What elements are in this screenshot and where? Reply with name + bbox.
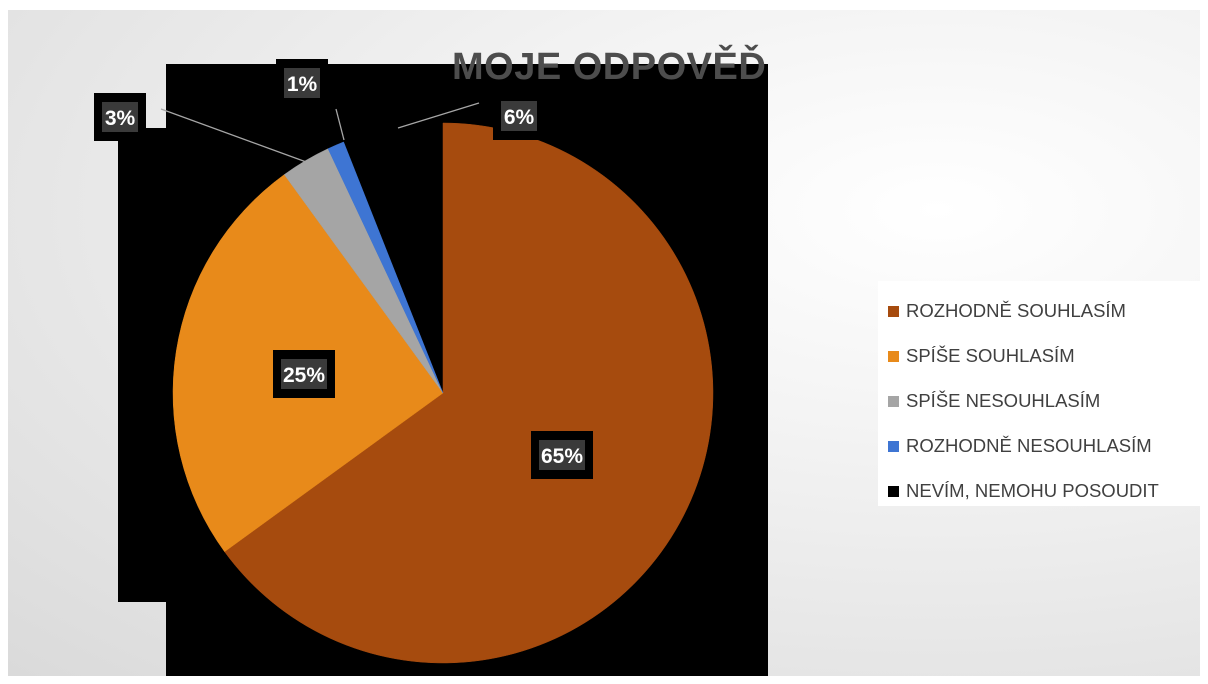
legend-swatch	[888, 350, 899, 362]
plot-background-block	[118, 128, 168, 602]
pie-chart: 65% 25% 3% 1% 6%	[94, 59, 768, 676]
data-label-bg	[102, 102, 138, 132]
data-label-spise-nesouhlasim: 3%	[105, 107, 136, 130]
legend-item-rozhodne-souhlasim: ROZHODNĚ SOUHLASÍM	[888, 299, 1126, 323]
leader-line	[397, 102, 480, 129]
data-label-nevim-nemohu-posoudit: 6%	[504, 106, 535, 129]
legend-swatch	[888, 440, 899, 452]
legend-label: ROZHODNĚ NESOUHLASÍM	[906, 435, 1152, 456]
leader-line	[160, 108, 310, 164]
data-label-rozhodne-nesouhlasim: 1%	[287, 73, 318, 96]
legend-label: SPÍŠE SOUHLASÍM	[906, 345, 1075, 366]
pie-slice-rozhodne-souhlasim	[224, 122, 714, 664]
legend-item-rozhodne-nesouhlasim: ROZHODNĚ NESOUHLASÍM	[888, 434, 1152, 458]
data-label-spise-souhlasim: 25%	[283, 364, 325, 387]
legend-item-spise-nesouhlasim: SPÍŠE NESOUHLASÍM	[888, 389, 1100, 413]
data-label-bg	[539, 440, 585, 470]
data-label-bg	[501, 101, 537, 131]
data-label-bg	[281, 359, 327, 389]
legend-label: SPÍŠE NESOUHLASÍM	[906, 390, 1101, 411]
legend-label: ROZHODNĚ SOUHLASÍM	[906, 300, 1126, 321]
leader-line	[335, 108, 345, 141]
data-label-bg	[284, 68, 320, 98]
legend-swatch	[888, 485, 899, 497]
data-label-rozhodne-souhlasim: 65%	[541, 445, 583, 468]
legend-label: NEVÍM, NEMOHU POSOUDIT	[906, 480, 1159, 501]
legend-item-nevim-nemohu-posoudit: NEVÍM, NEMOHU POSOUDIT	[888, 479, 1159, 503]
legend-item-spise-souhlasim: SPÍŠE SOUHLASÍM	[888, 344, 1075, 368]
legend-swatch	[888, 395, 899, 407]
chart-title: MOJE ODPOVĚĎ	[452, 46, 767, 88]
chart-area: 65% 25% 3% 1% 6% MOJE ODPOVĚĎ ROZHODNĚ SOUHL…	[8, 10, 1200, 676]
pie-slice-rozhodne-nesouhlasim	[327, 141, 444, 394]
legend: ROZHODNĚ SOUHLASÍM SPÍŠE SOUHLASÍM SPÍŠE N…	[878, 281, 1200, 506]
legend-swatch	[888, 305, 899, 317]
